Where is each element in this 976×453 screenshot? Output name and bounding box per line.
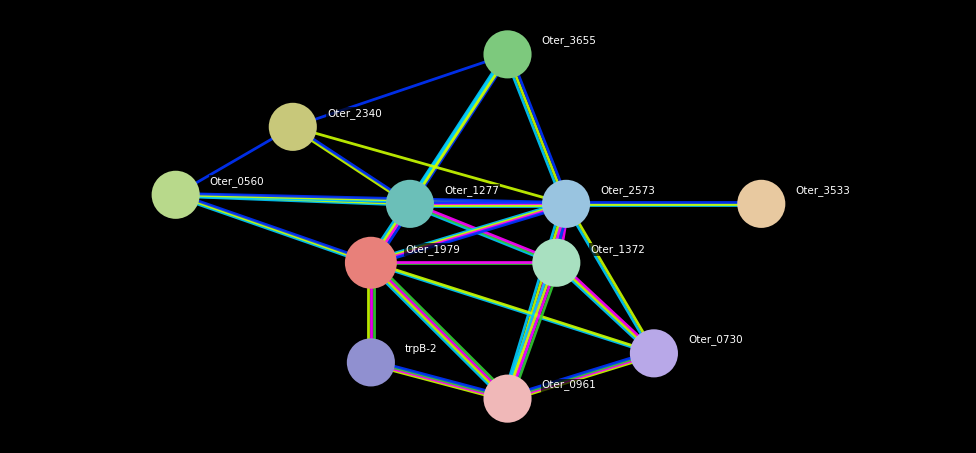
- Point: [285, 123, 301, 130]
- Text: Oter_3533: Oter_3533: [795, 185, 850, 196]
- Point: [168, 191, 183, 198]
- Point: [753, 200, 769, 207]
- Point: [646, 350, 662, 357]
- Text: Oter_0730: Oter_0730: [688, 334, 743, 345]
- Point: [500, 51, 515, 58]
- Point: [363, 259, 379, 266]
- Text: Oter_2340: Oter_2340: [327, 108, 382, 119]
- Text: trpB-2: trpB-2: [405, 344, 437, 354]
- Text: Oter_0560: Oter_0560: [210, 176, 264, 187]
- Text: Oter_1277: Oter_1277: [444, 185, 499, 196]
- Point: [500, 395, 515, 402]
- Text: Oter_2573: Oter_2573: [600, 185, 655, 196]
- Text: Oter_3655: Oter_3655: [542, 35, 596, 46]
- Point: [363, 359, 379, 366]
- Point: [402, 200, 418, 207]
- Point: [558, 200, 574, 207]
- Text: Oter_1372: Oter_1372: [590, 244, 645, 255]
- Point: [549, 259, 564, 266]
- Text: Oter_1979: Oter_1979: [405, 244, 460, 255]
- Text: Oter_0961: Oter_0961: [542, 380, 596, 390]
